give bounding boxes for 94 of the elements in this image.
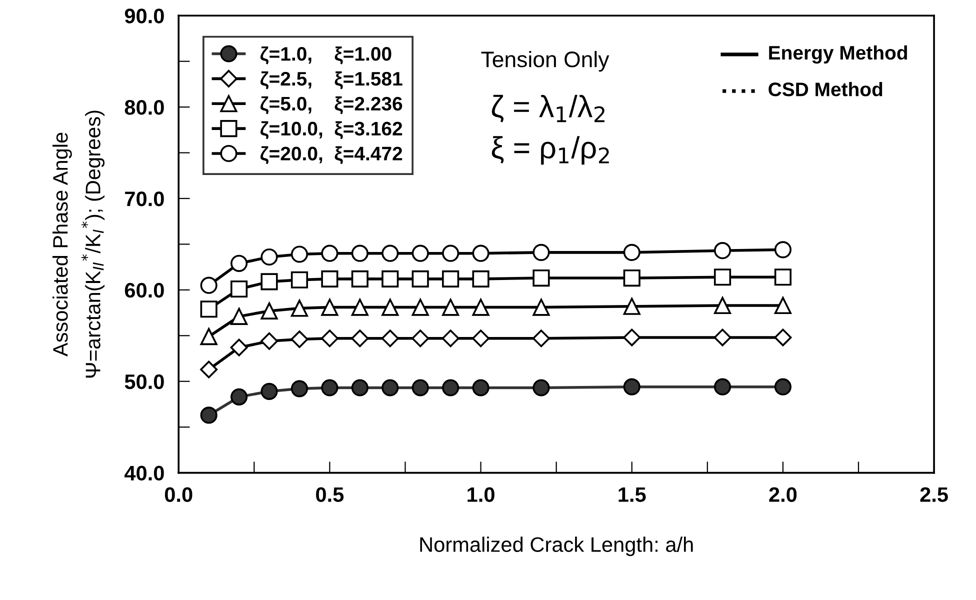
point [774,296,792,314]
legend-label: ζ=5.0, ξ=2.236 [260,96,402,114]
point [290,271,308,288]
point [351,244,368,262]
point [200,276,218,294]
y-axis-title: Associated Phase Angle Ψ=arctan(K$_{II}$$^{*}$/K$_{I}$$^{*}$); (Degrees) [52,110,105,378]
point [442,270,460,288]
point [412,298,429,316]
point [200,300,218,318]
point [321,270,338,288]
point [714,268,732,286]
x-tick-label: 1.5 [618,487,646,502]
annotation: Tension Only [481,50,610,72]
point [260,248,278,266]
point [381,330,399,348]
x-tick-label: 0.0 [164,487,192,502]
point [321,298,338,316]
point [351,330,369,348]
x-tick-label: 0.5 [316,487,344,502]
point [472,330,490,348]
point [382,298,399,316]
point [442,298,460,316]
x-tick-label: 2.0 [769,487,797,502]
x-tick-label: 1.0 [468,487,494,502]
point [260,332,278,350]
point [472,270,490,288]
point [382,270,399,288]
point [774,241,792,258]
point [260,302,278,320]
point [532,269,550,287]
point [532,379,550,396]
point [200,328,218,346]
point [290,330,308,348]
point [532,298,550,316]
point [230,280,248,298]
point [532,330,550,348]
point [714,296,732,314]
point [412,244,429,262]
point [200,360,218,378]
point [351,379,368,396]
point [321,244,338,262]
point [230,254,248,272]
point [442,330,460,348]
point [774,268,792,286]
point [382,379,399,396]
point [623,328,641,346]
legend-label: ζ=20.0, ξ=4.472 [260,146,402,164]
legend-label: ζ=10.0, ξ=3.162 [260,121,402,140]
point [774,328,792,346]
point [472,298,490,316]
point [351,298,368,316]
point [472,379,490,396]
point [230,388,248,406]
legend-label: ζ=2.5, ξ=1.581 [260,71,402,90]
point [774,378,792,396]
point [472,244,490,262]
point [442,379,460,396]
y-tick-label: 60.0 [124,282,164,298]
point [321,379,338,396]
y-tick-label: 40.0 [124,466,164,481]
point [290,246,308,263]
x-tick-label: 2.5 [920,487,948,502]
point [442,244,460,262]
point [351,270,368,288]
point [623,378,640,396]
point [714,378,732,396]
y-tick-label: 70.0 [125,191,164,206]
annotation: ζ = λ$_{1}$/λ$_{2}$ [492,94,604,122]
y-tick-label: 80.0 [124,100,164,115]
point [623,298,640,315]
point [714,328,732,346]
point [290,300,308,317]
point [320,330,338,348]
point [290,380,308,398]
point [412,379,429,396]
point [623,244,640,261]
point [382,244,399,262]
point [200,406,218,424]
annotation: ξ = ρ$_{1}$/ρ$_{2}$ [492,136,609,165]
x-axis-title: Normalized Crack Length: a/h [420,536,693,556]
y-tick-label: 90.0 [124,8,164,24]
y-tick-label: 50.0 [124,374,164,390]
point [412,330,430,348]
point [230,338,248,356]
point [260,273,278,290]
point [623,269,640,287]
legend-label: ζ=1.0, ξ=1.00 [260,46,392,64]
point [532,244,550,261]
annotation: Energy Method [769,45,907,64]
point [412,270,429,288]
point [714,242,732,260]
point [260,382,278,400]
point [230,308,248,325]
annotation: CSD Method [768,82,882,96]
